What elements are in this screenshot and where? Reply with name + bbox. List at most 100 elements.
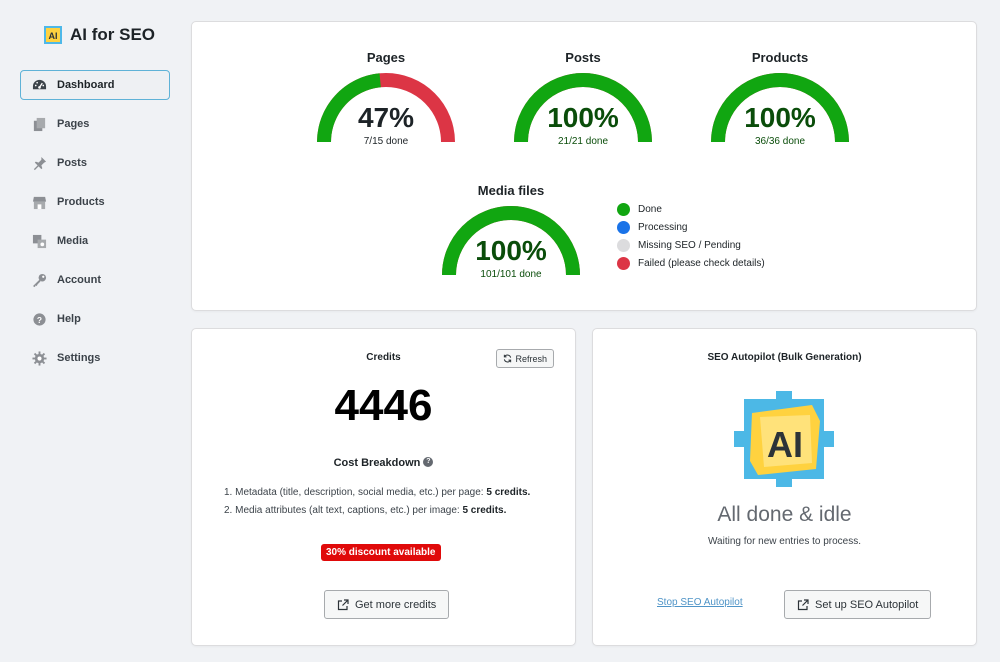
- refresh-label: Refresh: [515, 353, 547, 364]
- sidebar-item-posts[interactable]: Posts: [20, 148, 170, 178]
- pin-icon: [31, 155, 47, 171]
- legend-item: Failed (please check details): [617, 254, 765, 272]
- sidebar-item-label: Pages: [57, 118, 90, 130]
- sidebar-item-label: Products: [57, 196, 105, 208]
- sidebar-item-products[interactable]: Products: [20, 187, 170, 217]
- external-link-icon: [337, 598, 349, 610]
- cost-item: 1. Metadata (title, description, social …: [224, 484, 530, 502]
- cost-item-text: Metadata (title, description, social med…: [235, 487, 487, 498]
- ai-logo-icon: AI: [734, 391, 834, 487]
- get-more-credits-button[interactable]: Get more credits: [324, 590, 450, 619]
- gauge-percent: 100%: [475, 235, 547, 266]
- autopilot-card: SEO Autopilot (Bulk Generation) AI All d…: [592, 328, 977, 646]
- gauge-fill: [317, 73, 382, 143]
- brand[interactable]: AI AI for SEO: [42, 24, 155, 46]
- gauge-media[interactable]: Media files 100% 101/101 done: [441, 183, 581, 280]
- cost-breakdown-label: Cost Breakdown: [333, 457, 421, 469]
- gauge-pages[interactable]: Pages 47% 7/15 done: [316, 50, 456, 147]
- button-label: Set up SEO Autopilot: [815, 598, 919, 611]
- svg-text:?: ?: [36, 314, 41, 324]
- legend-dot-pending: [617, 238, 630, 252]
- credits-value: 4446: [334, 381, 433, 430]
- sidebar-item-media[interactable]: Media: [20, 226, 170, 256]
- help-icon: ?: [31, 311, 47, 327]
- cost-item-number: 2.: [224, 505, 233, 516]
- gauge-posts-arc: [514, 73, 652, 143]
- external-link-icon: [797, 598, 809, 610]
- gauge-fill: [514, 73, 652, 143]
- gauge-done-count: 7/15 done: [363, 136, 409, 147]
- cost-breakdown-title: Cost Breakdown?: [192, 457, 575, 469]
- gauge-pages-arc: [317, 73, 455, 143]
- sidebar-item-account[interactable]: Account: [20, 265, 170, 295]
- store-icon: [31, 194, 47, 210]
- gauge-posts[interactable]: Posts 100% 21/21 done: [513, 50, 653, 147]
- gauge-media-arc: [442, 206, 580, 276]
- legend-item: Processing: [617, 218, 765, 236]
- cost-item-text: Media attributes (alt text, captions, et…: [235, 505, 463, 516]
- cost-item-number: 1.: [224, 487, 233, 498]
- legend-item: Done: [617, 200, 765, 218]
- svg-text:AI: AI: [767, 424, 803, 465]
- cost-list: 1. Metadata (title, description, social …: [224, 484, 530, 520]
- progress-card: Pages 47% 7/15 done Posts 100% 21/21 don…: [191, 21, 977, 311]
- cost-item-amount: 5 credits.: [462, 505, 507, 516]
- gauge-done-count: 36/36 done: [754, 136, 806, 147]
- gauge-title: Posts: [565, 50, 601, 65]
- legend-dot-failed: [617, 256, 630, 270]
- gauge-fill: [442, 206, 580, 276]
- sidebar-item-dashboard[interactable]: Dashboard: [20, 70, 170, 100]
- help-icon[interactable]: ?: [423, 457, 434, 467]
- sidebar-item-help[interactable]: ? Help: [20, 304, 170, 334]
- sidebar-item-label: Help: [57, 313, 81, 325]
- status-legend: Done Processing Missing SEO / Pending Fa…: [617, 200, 765, 272]
- refresh-icon: [504, 354, 512, 363]
- svg-text:AI: AI: [49, 31, 58, 41]
- legend-label: Processing: [638, 221, 688, 233]
- legend-dot-done: [617, 202, 630, 216]
- credits-card: Credits Refresh 4446 Cost Breakdown? 1. …: [191, 328, 576, 646]
- gauge-products[interactable]: Products 100% 36/36 done: [710, 50, 850, 147]
- gear-icon: [31, 350, 47, 366]
- gauge-title: Media files: [477, 183, 545, 198]
- sidebar-item-pages[interactable]: Pages: [20, 109, 170, 139]
- legend-label: Failed (please check details): [638, 257, 765, 269]
- gauge-done-count: 101/101 done: [480, 269, 542, 280]
- gauge-percent: 47%: [357, 102, 415, 133]
- button-label: Get more credits: [355, 598, 437, 611]
- sidebar-item-settings[interactable]: Settings: [20, 343, 170, 373]
- sidebar-item-label: Account: [57, 274, 101, 286]
- legend-item: Missing SEO / Pending: [617, 236, 765, 254]
- pages-icon: [31, 116, 47, 132]
- gauge-done-count: 21/21 done: [557, 136, 609, 147]
- sidebar: AI AI for SEO Dashboard Pages Posts: [0, 0, 180, 662]
- credits-heading: Credits: [366, 352, 401, 363]
- sidebar-item-label: Settings: [57, 352, 101, 364]
- legend-label: Done: [638, 203, 662, 215]
- key-icon: [31, 272, 47, 288]
- sidebar-nav: Dashboard Pages Posts Products Media: [20, 70, 170, 382]
- gauge-products-arc: [711, 73, 849, 143]
- gauge-title: Products: [751, 50, 809, 65]
- sidebar-item-label: Posts: [57, 157, 87, 169]
- legend-dot-processing: [617, 220, 630, 234]
- refresh-button[interactable]: Refresh: [496, 349, 554, 368]
- gauge-percent: 100%: [547, 102, 619, 133]
- autopilot-status-title: All done & idle: [717, 503, 852, 526]
- stop-autopilot-link[interactable]: Stop SEO Autopilot: [657, 597, 743, 608]
- gauge-fill: [711, 73, 849, 143]
- dashboard-icon: [31, 77, 47, 93]
- setup-autopilot-button[interactable]: Set up SEO Autopilot: [784, 590, 932, 619]
- media-icon: [31, 233, 47, 249]
- autopilot-status-subtitle: Waiting for new entries to process.: [707, 536, 862, 547]
- sidebar-item-label: Media: [57, 235, 89, 247]
- brand-name: AI for SEO: [70, 25, 156, 44]
- autopilot-heading: SEO Autopilot (Bulk Generation): [707, 352, 862, 363]
- sidebar-item-label: Dashboard: [57, 79, 115, 91]
- gauge-title: Pages: [366, 50, 406, 65]
- legend-label: Missing SEO / Pending: [638, 239, 741, 251]
- discount-badge[interactable]: 30% discount available: [321, 544, 441, 561]
- gauge-percent: 100%: [744, 102, 816, 133]
- cost-item: 2. Media attributes (alt text, captions,…: [224, 502, 530, 520]
- brand-logo-icon: AI: [44, 26, 62, 44]
